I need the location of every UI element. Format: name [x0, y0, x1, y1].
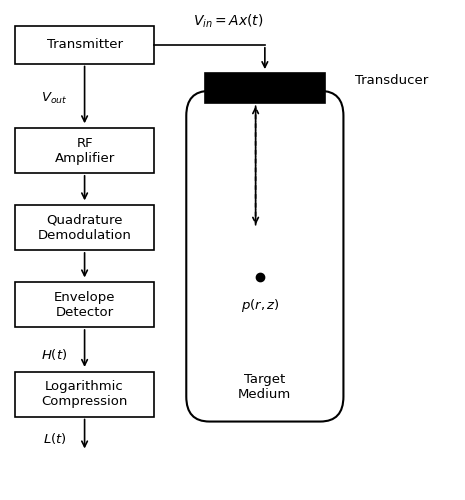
FancyBboxPatch shape [15, 128, 154, 173]
FancyBboxPatch shape [15, 372, 154, 416]
Text: $H(t)$: $H(t)$ [41, 347, 68, 362]
FancyBboxPatch shape [15, 282, 154, 327]
Text: $L(t)$: $L(t)$ [43, 432, 66, 446]
FancyBboxPatch shape [15, 26, 154, 64]
Text: Transmitter: Transmitter [46, 38, 123, 52]
Text: Logarithmic
Compression: Logarithmic Compression [41, 380, 128, 408]
Text: $V_{in} = Ax(t)$: $V_{in} = Ax(t)$ [193, 12, 264, 30]
Text: RF
Amplifier: RF Amplifier [54, 136, 115, 164]
Text: Envelope
Detector: Envelope Detector [54, 290, 115, 318]
Text: Target
Medium: Target Medium [238, 372, 292, 400]
FancyBboxPatch shape [205, 74, 325, 104]
Text: Transducer: Transducer [355, 74, 428, 88]
Text: $p(r,z)$: $p(r,z)$ [241, 297, 279, 314]
Text: Quadrature
Demodulation: Quadrature Demodulation [38, 214, 132, 242]
Text: $V_{out}$: $V_{out}$ [41, 91, 68, 106]
FancyBboxPatch shape [15, 205, 154, 250]
FancyBboxPatch shape [186, 91, 344, 422]
